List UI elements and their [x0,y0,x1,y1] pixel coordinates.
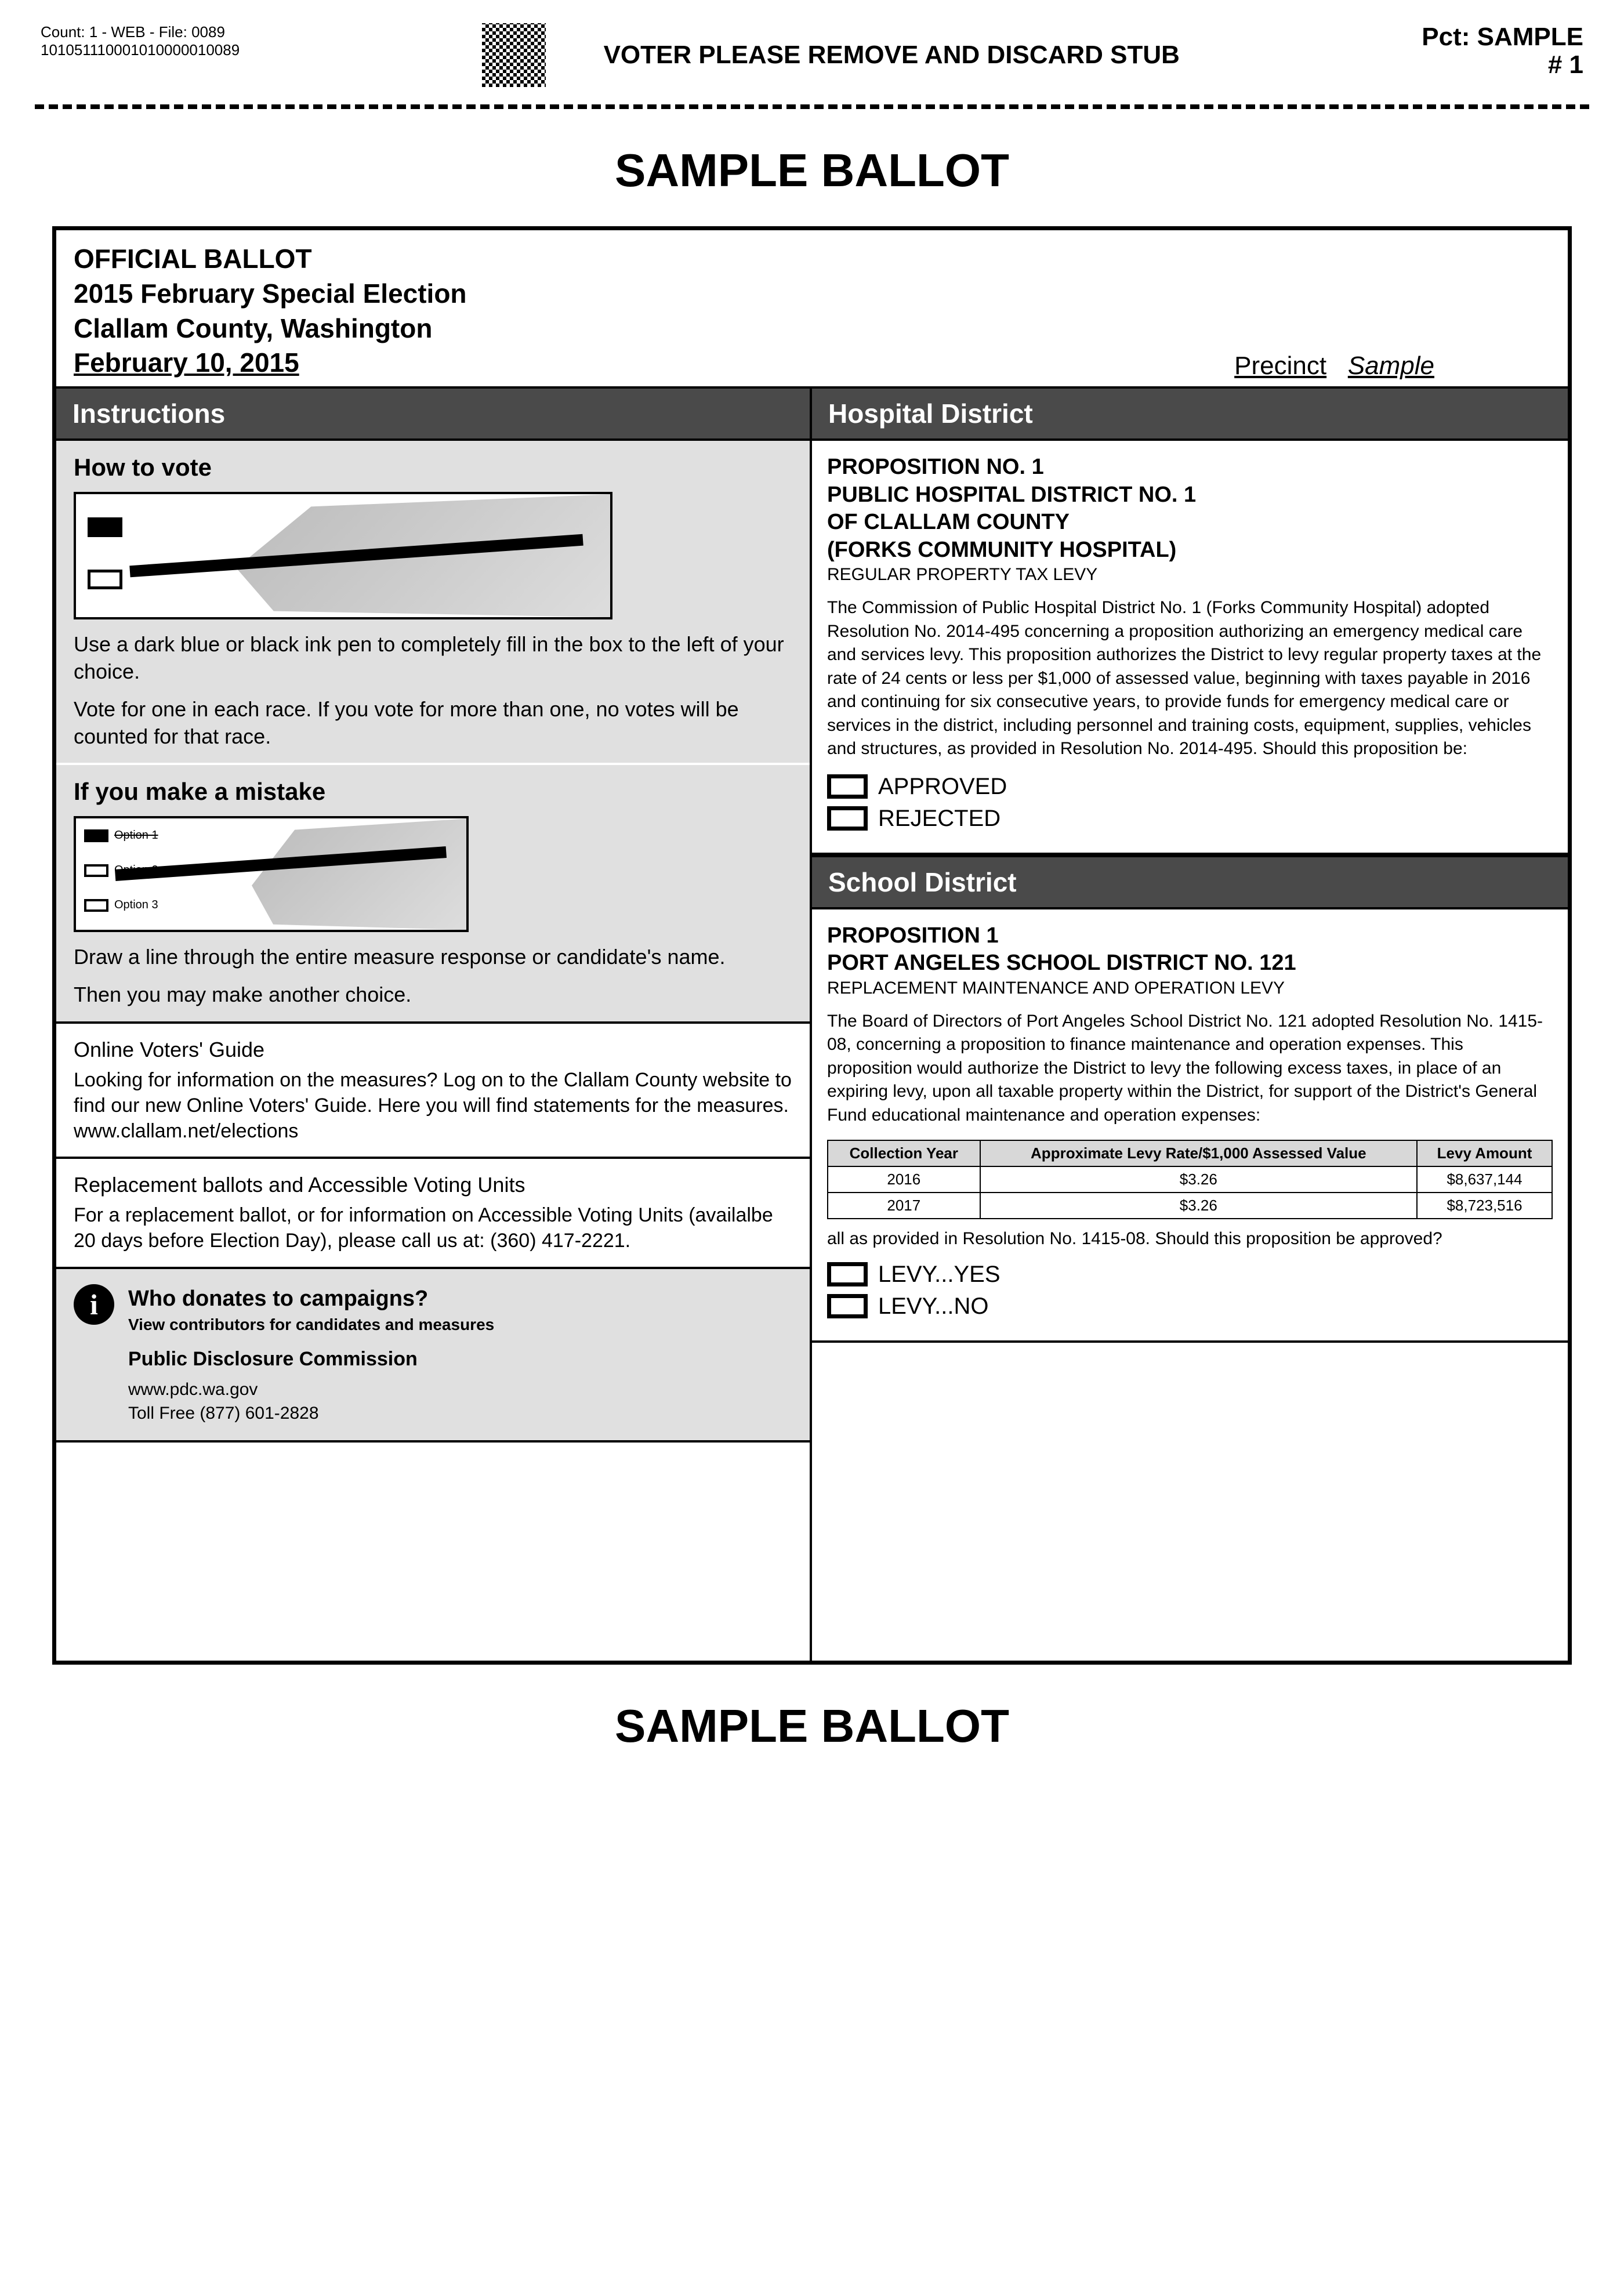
precinct: Precinct Sample [1234,351,1550,380]
vote-instruction-1: Use a dark blue or black ink pen to comp… [74,631,792,686]
checkbox-icon[interactable] [827,806,868,831]
levy-th-0: Collection Year [828,1140,980,1166]
hosp-title1: PROPOSITION NO. 1 [827,454,1553,481]
opt2-label: Option 2 [114,864,158,877]
pdc-content: Who donates to campaigns? View contribut… [128,1284,494,1426]
hosp-subtitle: REGULAR PROPERTY TAX LEVY [827,565,1553,585]
instructions-bar: Instructions [56,389,810,441]
stub-row: Count: 1 - WEB - File: 0089 101051110001… [35,23,1589,104]
mistake-heading: If you make a mistake [74,778,792,806]
replacement-ballots: Replacement ballots and Accessible Votin… [56,1159,810,1269]
info-icon: i [74,1284,114,1325]
table-row: 2017 $3.26 $8,723,516 [828,1193,1552,1219]
vote-instruction-2: Vote for one in each race. If you vote f… [74,696,792,751]
hosp-rejected-row[interactable]: REJECTED [827,806,1553,832]
mistake-instruction-2: Then you may make another choice. [74,981,792,1009]
table-row: 2016 $3.26 $8,637,144 [828,1166,1552,1193]
stub-pct-line1: Pct: SAMPLE [1422,23,1583,51]
hosp-approved-row[interactable]: APPROVED [827,774,1553,800]
stub-precinct: Pct: SAMPLE # 1 [1422,23,1583,79]
header-line1: OFFICIAL BALLOT [74,242,1550,277]
replace-title: Replacement ballots and Accessible Votin… [74,1172,792,1199]
ballot-frame: OFFICIAL BALLOT 2015 February Special El… [52,226,1572,1665]
pdc-block: i Who donates to campaigns? View contrib… [56,1269,810,1441]
how-to-vote-block: How to vote Use a dark blue or black ink… [56,441,810,765]
header-line3: Clallam County, Washington [74,311,1550,346]
hosp-rejected-label: REJECTED [878,806,1000,832]
qr-code-icon [482,23,546,87]
pdc-org: Public Disclosure Commission [128,1346,494,1373]
vote-illustration [74,492,612,619]
online-body: Looking for information on the measures?… [74,1067,792,1144]
mistake-block: If you make a mistake Option 1 Option 2 … [56,765,810,1024]
hosp-title3: OF CLALLAM COUNTY [827,509,1553,537]
levy-cell: 2017 [828,1193,980,1219]
left-empty-block [56,1440,810,1661]
school-yes-label: LEVY...YES [878,1262,1000,1288]
replace-body: For a replacement ballot, or for informa… [74,1202,792,1253]
pdc-url: www.pdc.wa.gov [128,1378,494,1402]
header-line4: February 10, 2015 [74,346,299,380]
columns: Instructions How to vote Use a dark blue… [56,389,1568,1661]
mistake-illustration: Option 1 Option 2 Option 3 [74,816,469,932]
hospital-bar: Hospital District [812,389,1568,441]
checkbox-icon[interactable] [827,774,868,799]
how-to-vote-heading: How to vote [74,454,792,481]
stub-left-meta: Count: 1 - WEB - File: 0089 101051110001… [41,23,240,59]
school-body: The Board of Directors of Port Angeles S… [827,1010,1553,1128]
school-no-row[interactable]: LEVY...NO [827,1293,1553,1320]
levy-th-2: Levy Amount [1417,1140,1552,1166]
levy-cell: 2016 [828,1166,980,1193]
ballot-header: OFFICIAL BALLOT 2015 February Special El… [56,230,1568,389]
header-line2: 2015 February Special Election [74,277,1550,311]
levy-cell: $8,637,144 [1417,1166,1552,1193]
tear-line [35,104,1589,109]
levy-table: Collection Year Approximate Levy Rate/$1… [827,1140,1553,1219]
footer-title: SAMPLE BALLOT [35,1699,1589,1753]
stub-pct-line2: # 1 [1422,51,1583,79]
checkbox-icon[interactable] [827,1294,868,1318]
levy-th-1: Approximate Levy Rate/$1,000 Assessed Va… [980,1140,1417,1166]
hosp-body: The Commission of Public Hospital Distri… [827,596,1553,761]
school-bar: School District [812,855,1568,909]
school-title1: PROPOSITION 1 [827,922,1553,950]
hospital-proposition: PROPOSITION NO. 1 PUBLIC HOSPITAL DISTRI… [812,441,1568,855]
levy-cell: $8,723,516 [1417,1193,1552,1219]
online-title: Online Voters' Guide [74,1036,792,1064]
pdc-phone: Toll Free (877) 601-2828 [128,1402,494,1426]
opt3-label: Option 3 [114,898,158,912]
stub-center: VOTER PLEASE REMOVE AND DISCARD STUB [240,23,1422,87]
levy-cell: $3.26 [980,1193,1417,1219]
online-voters-guide: Online Voters' Guide Looking for informa… [56,1024,810,1159]
right-column: Hospital District PROPOSITION NO. 1 PUBL… [812,389,1568,1661]
hosp-approved-label: APPROVED [878,774,1007,800]
stub-barcode-digits: 101051110001010000010089 [41,41,240,59]
precinct-value: Sample [1348,351,1550,380]
mistake-instruction-1: Draw a line through the entire measure r… [74,944,792,971]
stub-count: Count: 1 - WEB - File: 0089 [41,23,240,41]
opt1-label: Option 1 [114,829,158,842]
hosp-title4: (FORKS COMMUNITY HOSPITAL) [827,537,1553,564]
hosp-title2: PUBLIC HOSPITAL DISTRICT NO. 1 [827,481,1553,509]
checkbox-icon[interactable] [827,1262,868,1286]
school-tail: all as provided in Resolution No. 1415-0… [827,1227,1553,1251]
levy-cell: $3.26 [980,1166,1417,1193]
stub-title: VOTER PLEASE REMOVE AND DISCARD STUB [604,41,1180,70]
school-title2: PORT ANGELES SCHOOL DISTRICT NO. 121 [827,949,1553,977]
school-proposition: PROPOSITION 1 PORT ANGELES SCHOOL DISTRI… [812,909,1568,1343]
pdc-question: Who donates to campaigns? [128,1284,494,1314]
pdc-subheading: View contributors for candidates and mea… [128,1314,494,1336]
school-no-label: LEVY...NO [878,1293,988,1320]
right-empty-block [812,1343,1568,1563]
main-title: SAMPLE BALLOT [35,144,1589,197]
left-column: Instructions How to vote Use a dark blue… [56,389,812,1661]
school-yes-row[interactable]: LEVY...YES [827,1262,1553,1288]
school-subtitle: REPLACEMENT MAINTENANCE AND OPERATION LE… [827,978,1553,998]
precinct-label: Precinct [1234,351,1326,380]
